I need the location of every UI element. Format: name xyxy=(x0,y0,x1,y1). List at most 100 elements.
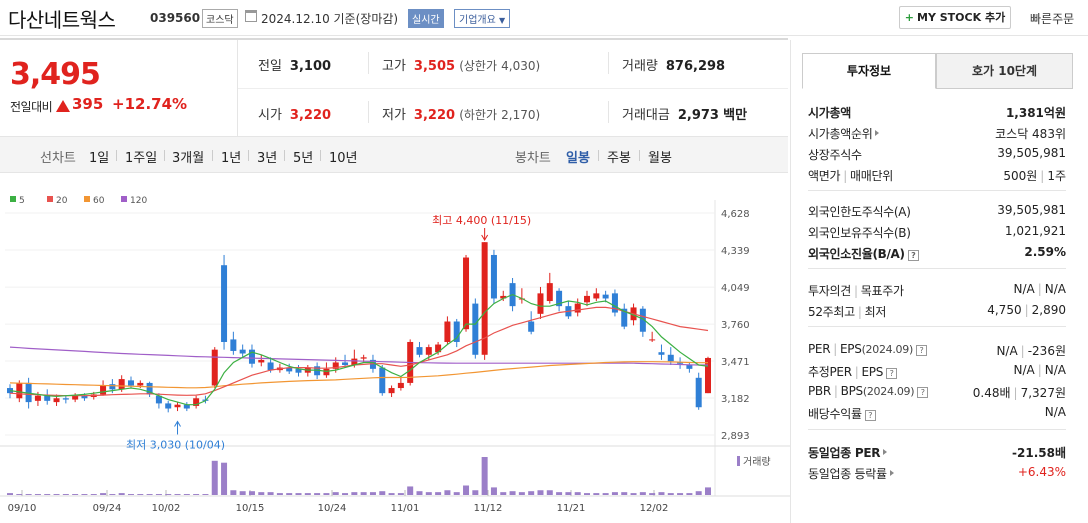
help-icon[interactable]: ? xyxy=(907,250,919,261)
volume-bar xyxy=(44,494,51,495)
divider: | xyxy=(854,365,859,379)
feps-value: N/A xyxy=(1044,363,1066,377)
help-icon[interactable]: ? xyxy=(915,345,927,356)
candle-body xyxy=(658,352,665,355)
volume-bar xyxy=(481,457,488,495)
candle-body xyxy=(500,295,507,299)
volume-bar xyxy=(267,492,274,495)
candle-body xyxy=(258,359,265,363)
candle-body xyxy=(472,303,479,355)
foreign-limit-value: 39,505,981 xyxy=(997,203,1066,217)
lower-limit-label: (하한가 xyxy=(459,108,497,122)
volume-bar xyxy=(146,494,153,495)
candle-body xyxy=(165,403,172,409)
legend-label: 60 xyxy=(93,196,105,206)
open-label: 시가 xyxy=(258,108,282,123)
low-price: 저가 3,220 (하한가 2,170) xyxy=(382,104,540,123)
high-label: 고가 xyxy=(382,59,406,74)
add-mystock-button[interactable]: + MY STOCK 추가 xyxy=(899,6,1011,29)
per-value: N/A xyxy=(996,344,1018,358)
realtime-button[interactable]: 실시간 xyxy=(408,9,444,28)
industry-per-value: -21.58배 xyxy=(1012,446,1066,460)
period-10y[interactable]: 10년 xyxy=(329,151,358,166)
moving-average-line xyxy=(9,293,709,406)
candle-body xyxy=(528,321,535,332)
foreign-hold-value: 1,021,921 xyxy=(1004,224,1066,238)
candle-body xyxy=(444,321,451,342)
opinion-label: 투자의견 xyxy=(808,284,851,298)
quick-order-link[interactable]: 빠른주문 xyxy=(1030,12,1075,26)
y-tick-label: 2,893 xyxy=(721,431,750,442)
candle-body xyxy=(81,395,88,399)
volume-bar xyxy=(630,493,637,495)
industry-per-label[interactable]: 동일업종 PER xyxy=(808,444,888,461)
divider xyxy=(248,150,249,161)
market-cap-rank-value: 코스닥 483위 xyxy=(995,127,1066,141)
opinion-target-label: 투자의견 | 목표주가 xyxy=(808,282,904,299)
period-5y[interactable]: 5년 xyxy=(293,151,314,166)
candle-daily[interactable]: 일봉 xyxy=(566,151,590,166)
par-label: 액면가 xyxy=(808,169,841,183)
line-chart-label: 선차트 xyxy=(40,151,76,166)
caret-right-icon xyxy=(883,449,888,455)
eps-value: -236원 xyxy=(1027,344,1066,358)
volume-bar xyxy=(323,493,330,495)
candle-body xyxy=(174,404,181,408)
help-icon[interactable]: ? xyxy=(886,368,898,379)
candle-body xyxy=(611,293,618,313)
quote-date: 2024.12.10 기준(장마감) xyxy=(261,12,399,26)
candle-body xyxy=(667,354,674,362)
candle-body xyxy=(360,357,367,359)
volume-bar xyxy=(593,493,600,495)
candle-weekly[interactable]: 주봉 xyxy=(607,151,631,166)
upper-limit-label: (상한가 xyxy=(459,59,497,73)
help-icon[interactable]: ? xyxy=(917,387,929,398)
period-1d[interactable]: 1일 xyxy=(89,151,110,166)
volume-bar xyxy=(53,494,60,495)
volume-bar xyxy=(416,491,423,495)
calendar-icon xyxy=(245,10,257,22)
volume-bar xyxy=(90,494,97,495)
divider: | xyxy=(1037,282,1042,296)
caret-right-icon xyxy=(875,130,880,136)
volume-bar xyxy=(7,493,13,495)
x-tick-label: 09/24 xyxy=(93,503,122,514)
period-1y[interactable]: 1년 xyxy=(221,151,242,166)
divider xyxy=(639,150,640,161)
trade-amount: 거래대금 2,973 백만 xyxy=(622,104,747,123)
candle-body xyxy=(649,339,656,341)
period-1w[interactable]: 1주일 xyxy=(125,151,158,166)
investment-info-panel: 투자정보 호가 10단계 시가총액 1,381억원 시가총액순위 코스닥 483위 … xyxy=(790,40,1088,523)
candle-body xyxy=(221,265,228,342)
industry-rate-label[interactable]: 동일업종 등락률 xyxy=(808,465,894,482)
pbr-bps-value: 0.48배 | 7,327원 xyxy=(973,384,1066,401)
candle-monthly[interactable]: 월봉 xyxy=(648,151,672,166)
info-row: 외국인한도주식수(A) 39,505,981 xyxy=(808,201,1066,221)
candle-body xyxy=(53,398,60,403)
candle-body xyxy=(416,347,423,355)
help-icon[interactable]: ? xyxy=(864,410,876,421)
tab-investment-info[interactable]: 투자정보 xyxy=(802,53,936,89)
info-row: 시가총액순위 코스닥 483위 xyxy=(808,123,1066,143)
company-overview-dropdown[interactable]: 기업개요 ▼ xyxy=(454,9,511,28)
volume-bar xyxy=(211,460,218,495)
divider xyxy=(608,52,609,74)
x-tick-label: 10/15 xyxy=(236,503,265,514)
candle-body xyxy=(435,344,442,353)
market-cap-rank-label[interactable]: 시가총액순위 xyxy=(808,125,880,142)
period-3y[interactable]: 3년 xyxy=(257,151,278,166)
legend-swatch xyxy=(47,196,53,202)
period-3m[interactable]: 3개월 xyxy=(172,151,205,166)
price-chart[interactable]: 5 20 60 120 4,628 4,339 4,049 3,760 3,471 3,182 2,… xyxy=(0,190,790,523)
divider xyxy=(808,190,1066,191)
candle-body xyxy=(379,367,386,394)
unit-value: 1주 xyxy=(1047,169,1066,183)
volume-bar xyxy=(602,493,609,495)
divider xyxy=(808,326,1066,327)
quote-row: 전일 3,100 고가 3,505 (상한가 4,030) 거래량 876,298 xyxy=(238,40,788,88)
tab-order-book[interactable]: 호가 10단계 xyxy=(936,53,1073,89)
volume-bar xyxy=(565,492,572,495)
par-unit-value: 500원 | 1주 xyxy=(1003,167,1066,184)
volume-bar xyxy=(611,492,618,495)
info-row: PER | EPS(2024.09)? N/A | -236원 xyxy=(808,340,1066,360)
